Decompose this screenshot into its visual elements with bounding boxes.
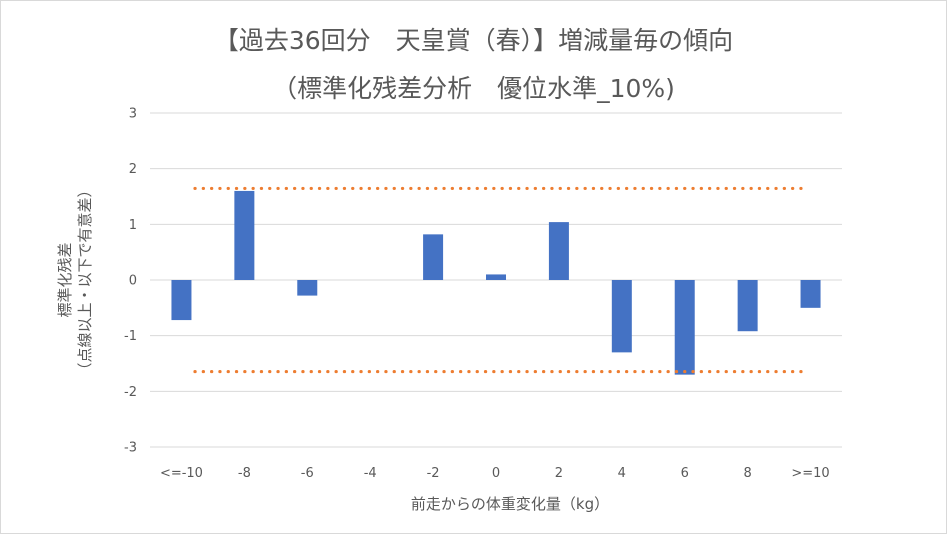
x-tick-label: 6 bbox=[681, 466, 689, 481]
bar bbox=[297, 280, 318, 296]
bar bbox=[234, 190, 255, 280]
x-tick-label: -2 bbox=[427, 466, 440, 481]
x-axis-label: 前走からの体重変化量（kg） bbox=[410, 495, 610, 513]
bar bbox=[800, 280, 821, 308]
x-tick-label: <=-10 bbox=[160, 466, 203, 481]
bar bbox=[611, 280, 632, 353]
bar bbox=[486, 274, 506, 280]
y-tick-label: 0 bbox=[129, 274, 137, 289]
x-tick-label: 2 bbox=[555, 466, 563, 481]
y-tick-label: -1 bbox=[124, 329, 137, 344]
bar bbox=[737, 280, 758, 332]
bar bbox=[171, 280, 192, 321]
x-tick-label: -8 bbox=[238, 466, 251, 481]
chart-subtitle: （標準化残差分析 優位水準_10%) bbox=[272, 74, 675, 103]
x-tick-label: -4 bbox=[364, 466, 377, 481]
x-tick-label: 0 bbox=[492, 466, 500, 481]
y-tick-label: 2 bbox=[129, 162, 137, 177]
y-tick-label: -3 bbox=[124, 441, 137, 456]
chart-title: 【過去36回分 天皇賞（春）】増減量毎の傾向 bbox=[213, 26, 734, 55]
x-tick-label: 4 bbox=[618, 466, 626, 481]
bar bbox=[674, 280, 695, 375]
x-tick-label: 8 bbox=[743, 466, 751, 481]
y-tick-label: 1 bbox=[129, 218, 137, 233]
bar bbox=[548, 222, 569, 280]
y-tick-label: 3 bbox=[129, 107, 137, 122]
bar bbox=[423, 234, 444, 280]
x-tick-label: -6 bbox=[301, 466, 314, 481]
x-tick-label: >=10 bbox=[791, 466, 829, 481]
y-tick-label: -2 bbox=[124, 385, 137, 400]
